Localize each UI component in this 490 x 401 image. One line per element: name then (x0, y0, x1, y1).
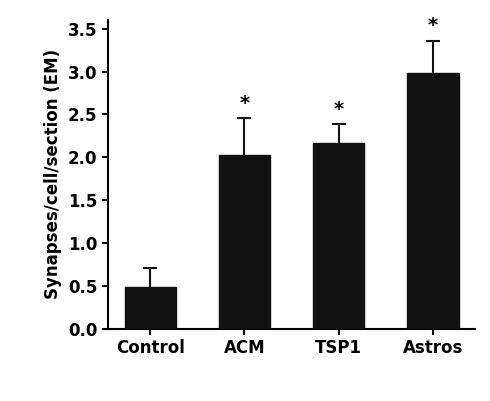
Text: *: * (428, 16, 438, 36)
Text: *: * (240, 94, 249, 113)
Bar (407, 73, 459, 329)
Bar (124, 287, 176, 329)
Bar (313, 143, 365, 329)
Y-axis label: Synapses/cell/section (EM): Synapses/cell/section (EM) (44, 49, 62, 300)
Text: *: * (334, 100, 343, 119)
Bar (219, 155, 270, 329)
